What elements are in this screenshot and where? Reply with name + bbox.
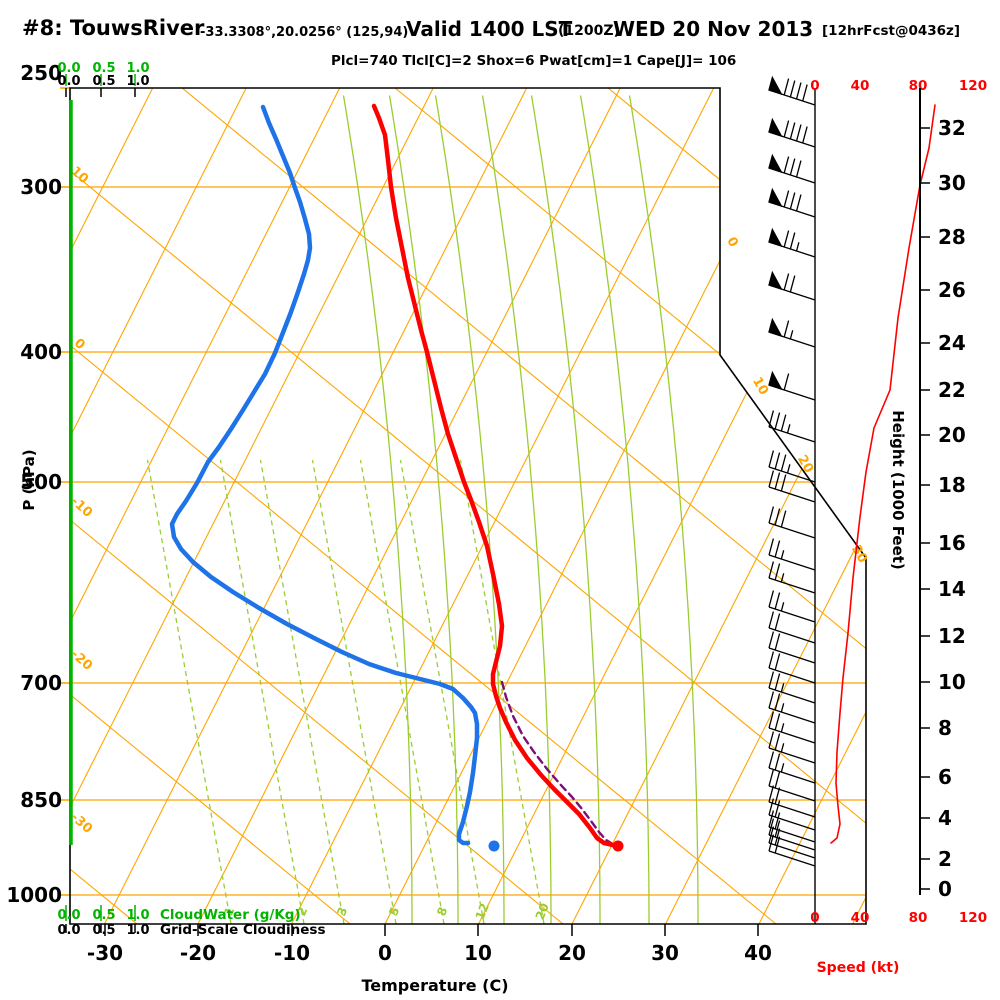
plot-border	[69, 87, 867, 925]
svg-text:1.0: 1.0	[126, 908, 149, 923]
svg-text:-10: -10	[274, 941, 310, 965]
svg-text:700: 700	[20, 671, 62, 695]
svg-text:2: 2	[938, 847, 952, 871]
svg-text:30: 30	[651, 941, 679, 965]
wind-barbs	[768, 75, 816, 924]
svg-text:40: 40	[851, 910, 870, 926]
svg-text:0.0: 0.0	[57, 923, 80, 938]
svg-text:40: 40	[851, 78, 870, 94]
svg-text:0: 0	[378, 941, 392, 965]
svg-text:40: 40	[744, 941, 772, 965]
svg-text:20: 20	[794, 453, 816, 476]
svg-text:Temperature (C): Temperature (C)	[361, 976, 508, 995]
svg-text:20: 20	[558, 941, 586, 965]
svg-text:0.5: 0.5	[92, 923, 115, 938]
valid-zulu-time: (1200Z)	[558, 23, 620, 39]
svg-text:26: 26	[938, 278, 966, 302]
stability-parameters: Plcl=740 Tlcl[C]=2 Shox=6 Pwat[cm]=1 Cap…	[331, 53, 737, 69]
svg-text:0.5: 0.5	[92, 908, 115, 923]
svg-text:0.5: 0.5	[92, 61, 115, 76]
svg-text:Height (1000 Feet): Height (1000 Feet)	[889, 410, 907, 570]
station-coordinates: -33.3308°,20.0256° (125,94)	[200, 25, 409, 40]
svg-text:0: 0	[71, 336, 88, 353]
pressure-axis: 250 300 400 500 700 850 1000 P (hPa)	[6, 61, 62, 907]
svg-text:Grid-Scale Cloudiness: Grid-Scale Cloudiness	[160, 922, 326, 938]
svg-text:300: 300	[20, 175, 62, 199]
svg-text:0.0: 0.0	[57, 74, 80, 89]
surface-temperature-dot	[612, 840, 624, 852]
surface-dewpoint-dot	[488, 840, 500, 852]
svg-text:18: 18	[938, 473, 966, 497]
svg-text:20: 20	[533, 901, 552, 922]
station-title: #8: TouwsRiver	[22, 16, 205, 40]
svg-text:32: 32	[938, 116, 966, 140]
wind-speed-profile	[830, 104, 936, 844]
svg-text:500: 500	[20, 470, 62, 494]
svg-text:1.0: 1.0	[126, 74, 149, 89]
svg-text:0.0: 0.0	[57, 61, 80, 76]
svg-text:12: 12	[473, 901, 492, 922]
svg-text:16: 16	[938, 531, 966, 555]
svg-text:400: 400	[20, 340, 62, 364]
svg-text:CloudWater (g/Kg): CloudWater (g/Kg)	[160, 907, 301, 923]
svg-text:22: 22	[938, 378, 966, 402]
svg-text:-20: -20	[180, 941, 216, 965]
svg-text:0.5: 0.5	[92, 74, 115, 89]
pressure-lines	[60, 87, 866, 896]
svg-text:Speed (kt): Speed (kt)	[817, 960, 900, 976]
svg-text:1000: 1000	[6, 883, 62, 907]
svg-text:4: 4	[938, 806, 952, 830]
svg-text:8: 8	[938, 716, 952, 740]
svg-text:250: 250	[20, 61, 62, 85]
svg-text:0: 0	[810, 78, 819, 94]
parcel-path-curve	[500, 680, 613, 845]
svg-text:1.0: 1.0	[126, 61, 149, 76]
svg-text:14: 14	[938, 577, 966, 601]
cloudwater-scale-top: 0.0 0.5 1.0 0.0 0.5 1.0	[57, 61, 150, 97]
svg-text:P (hPa): P (hPa)	[20, 449, 38, 510]
svg-text:120: 120	[959, 78, 987, 94]
valid-date: WED 20 Nov 2013	[613, 17, 814, 41]
svg-text:-30: -30	[87, 941, 123, 965]
svg-text:0.0: 0.0	[57, 908, 80, 923]
valid-time: Valid 1400 LST	[406, 17, 573, 41]
svg-text:3: 3	[334, 905, 350, 918]
svg-text:0: 0	[723, 235, 741, 250]
svg-text:24: 24	[938, 331, 966, 355]
svg-text:6: 6	[938, 765, 952, 789]
svg-text:120: 120	[959, 910, 987, 926]
svg-text:10: 10	[938, 670, 966, 694]
svg-text:0: 0	[938, 877, 952, 901]
svg-text:80: 80	[909, 78, 928, 94]
cloudwater-scale-bottom: 0.0 0.5 1.0 CloudWater (g/Kg) 0.0 0.5 1.0 Grid-…	[57, 905, 326, 938]
svg-text:0: 0	[810, 910, 819, 926]
svg-text:8: 8	[434, 905, 450, 918]
svg-text:850: 850	[20, 788, 62, 812]
skewt-grid	[70, 88, 866, 924]
svg-text:12: 12	[938, 624, 966, 648]
svg-text:20: 20	[938, 423, 966, 447]
svg-text:80: 80	[909, 910, 928, 926]
svg-text:10: 10	[749, 375, 771, 398]
svg-text:1.0: 1.0	[126, 923, 149, 938]
svg-text:10: 10	[464, 941, 492, 965]
svg-text:30: 30	[938, 171, 966, 195]
dewpoint-curve	[169, 104, 500, 852]
forecast-tag: [12hrFcst@0436z]	[822, 23, 961, 39]
svg-text:28: 28	[938, 225, 966, 249]
temperature-curve	[371, 103, 624, 852]
temperature-axis: -30 -20 -10 0 10 20 30 40 Temperature (C)	[87, 924, 772, 995]
